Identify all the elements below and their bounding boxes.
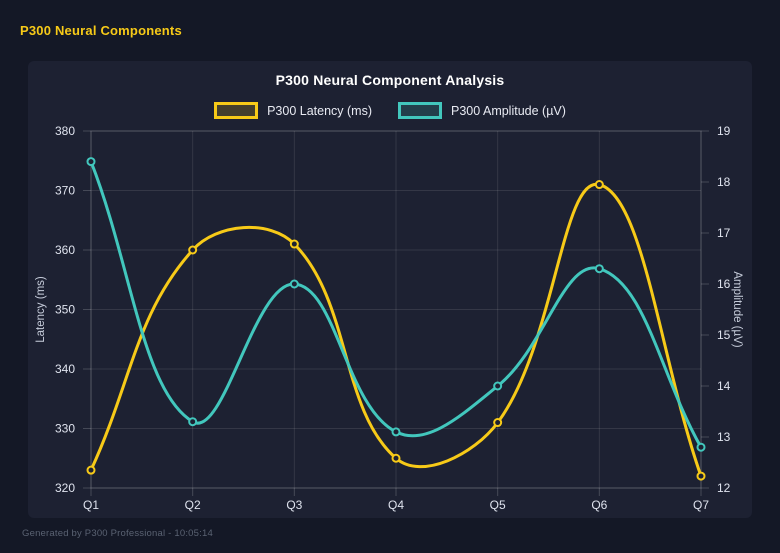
latency-data-point[interactable] (86, 465, 96, 475)
footer-status: Generated by P300 Professional - 10:05:1… (22, 528, 213, 539)
x-axis-category-label: Q4 (388, 498, 404, 512)
amplitude-data-point[interactable] (391, 427, 401, 437)
latency-data-point[interactable] (391, 453, 401, 463)
amplitude-data-point[interactable] (696, 442, 706, 452)
x-axis-category-label: Q7 (693, 498, 709, 512)
right-axis-tick-label: 13 (717, 430, 731, 444)
left-axis-tick-label: 350 (55, 303, 75, 317)
x-axis-category-label: Q6 (591, 498, 607, 512)
chart-canvas: 320 330 340 350 360 370 380 12 13 14 15 16 17 18 19 Q1 Q… (35, 124, 743, 512)
left-axis-tick-label: 370 (55, 184, 75, 198)
chart-title: P300 Neural Component Analysis (275, 72, 505, 88)
latency-data-point[interactable] (594, 180, 604, 190)
latency-data-point[interactable] (696, 471, 706, 481)
latency-data-point[interactable] (493, 418, 503, 428)
latency-data-point[interactable] (289, 239, 299, 249)
latency-legend-label: P300 Latency (ms) (267, 103, 372, 118)
right-axis-tick-label: 12 (717, 481, 731, 495)
amplitude-data-point[interactable] (289, 279, 299, 289)
left-axis-tick-label: 340 (55, 362, 75, 376)
legend-item-amplitude[interactable]: P300 Amplitude (µV) (398, 102, 566, 119)
x-axis-category-label: Q1 (83, 498, 99, 512)
right-axis-tick-label: 17 (717, 226, 731, 240)
x-axis-category-label: Q2 (185, 498, 201, 512)
left-axis-title: Latency (ms) (35, 276, 47, 343)
right-axis-tick-label: 16 (717, 277, 731, 291)
right-axis-title: Amplitude (µV) (731, 271, 743, 347)
legend-item-latency[interactable]: P300 Latency (ms) (214, 102, 372, 119)
left-axis-tick-label: 320 (55, 481, 75, 495)
right-axis-tick-label: 19 (717, 124, 731, 138)
left-axis-tick-label: 330 (55, 422, 75, 436)
amplitude-data-point[interactable] (188, 417, 198, 427)
amplitude-legend-swatch (398, 102, 442, 119)
amplitude-data-point[interactable] (493, 381, 503, 391)
amplitude-legend-label: P300 Amplitude (µV) (451, 103, 566, 118)
left-axis-tick-label: 360 (55, 243, 75, 257)
plot-border (90, 130, 702, 489)
right-axis-tick-label: 15 (717, 328, 731, 342)
page-title: P300 Neural Components (20, 23, 182, 38)
chart-legend: P300 Latency (ms) P300 Amplitude (µV) (28, 102, 752, 119)
right-axis-tick-label: 18 (717, 175, 731, 189)
amplitude-data-point[interactable] (86, 157, 96, 167)
chart-panel: P300 Neural Component Analysis P300 Late… (28, 61, 752, 518)
left-axis-tick-label: 380 (55, 124, 75, 138)
amplitude-data-point[interactable] (594, 264, 604, 274)
latency-legend-swatch (214, 102, 259, 119)
x-axis-category-label: Q3 (286, 498, 302, 512)
latency-data-point[interactable] (188, 245, 198, 255)
right-axis-tick-label: 14 (717, 379, 731, 393)
x-axis-category-label: Q5 (490, 498, 506, 512)
